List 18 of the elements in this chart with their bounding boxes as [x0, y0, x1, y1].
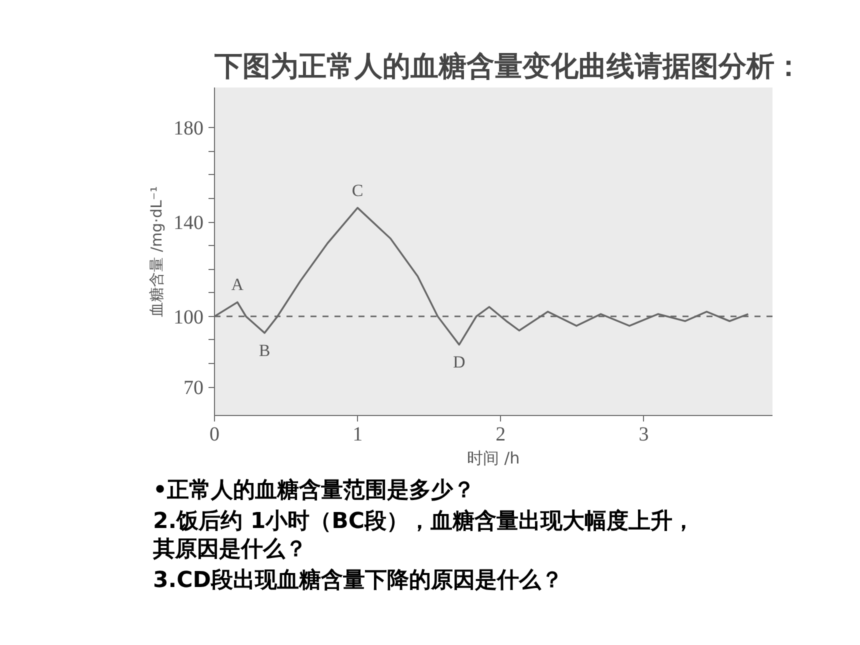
text: •正常人的血糖含量范围是多少？ — [153, 477, 476, 505]
annotation: B — [258, 340, 270, 360]
text: 2.饭后约 1小时（BC段），血糖含量出现大幅度上升，其原因是什么？ — [153, 508, 696, 564]
x-tick-label: 1 — [352, 424, 363, 446]
x-tick-label: 3 — [638, 424, 649, 446]
x-tick-label: 0 — [210, 424, 220, 446]
text: 3.CD段出现血糖含量下降的原因是什么？ — [153, 566, 564, 595]
annotation: C — [352, 180, 364, 200]
y-tick-label: 100 — [174, 306, 204, 328]
chart-title: 下图为正常人的血糖含量变化曲线请据图分析： — [214, 50, 802, 82]
x-axis-title: 时间 /h — [467, 448, 520, 468]
x-tick-label: 2 — [496, 424, 506, 446]
y-tick-label: 140 — [174, 212, 204, 234]
annotation: D — [453, 352, 466, 372]
y-axis-title: 血糖含量 /mg·dL⁻¹ — [148, 186, 166, 317]
y-tick-label: 70 — [184, 377, 204, 400]
y-tick-label: 180 — [174, 118, 204, 140]
annotation: A — [231, 275, 244, 294]
